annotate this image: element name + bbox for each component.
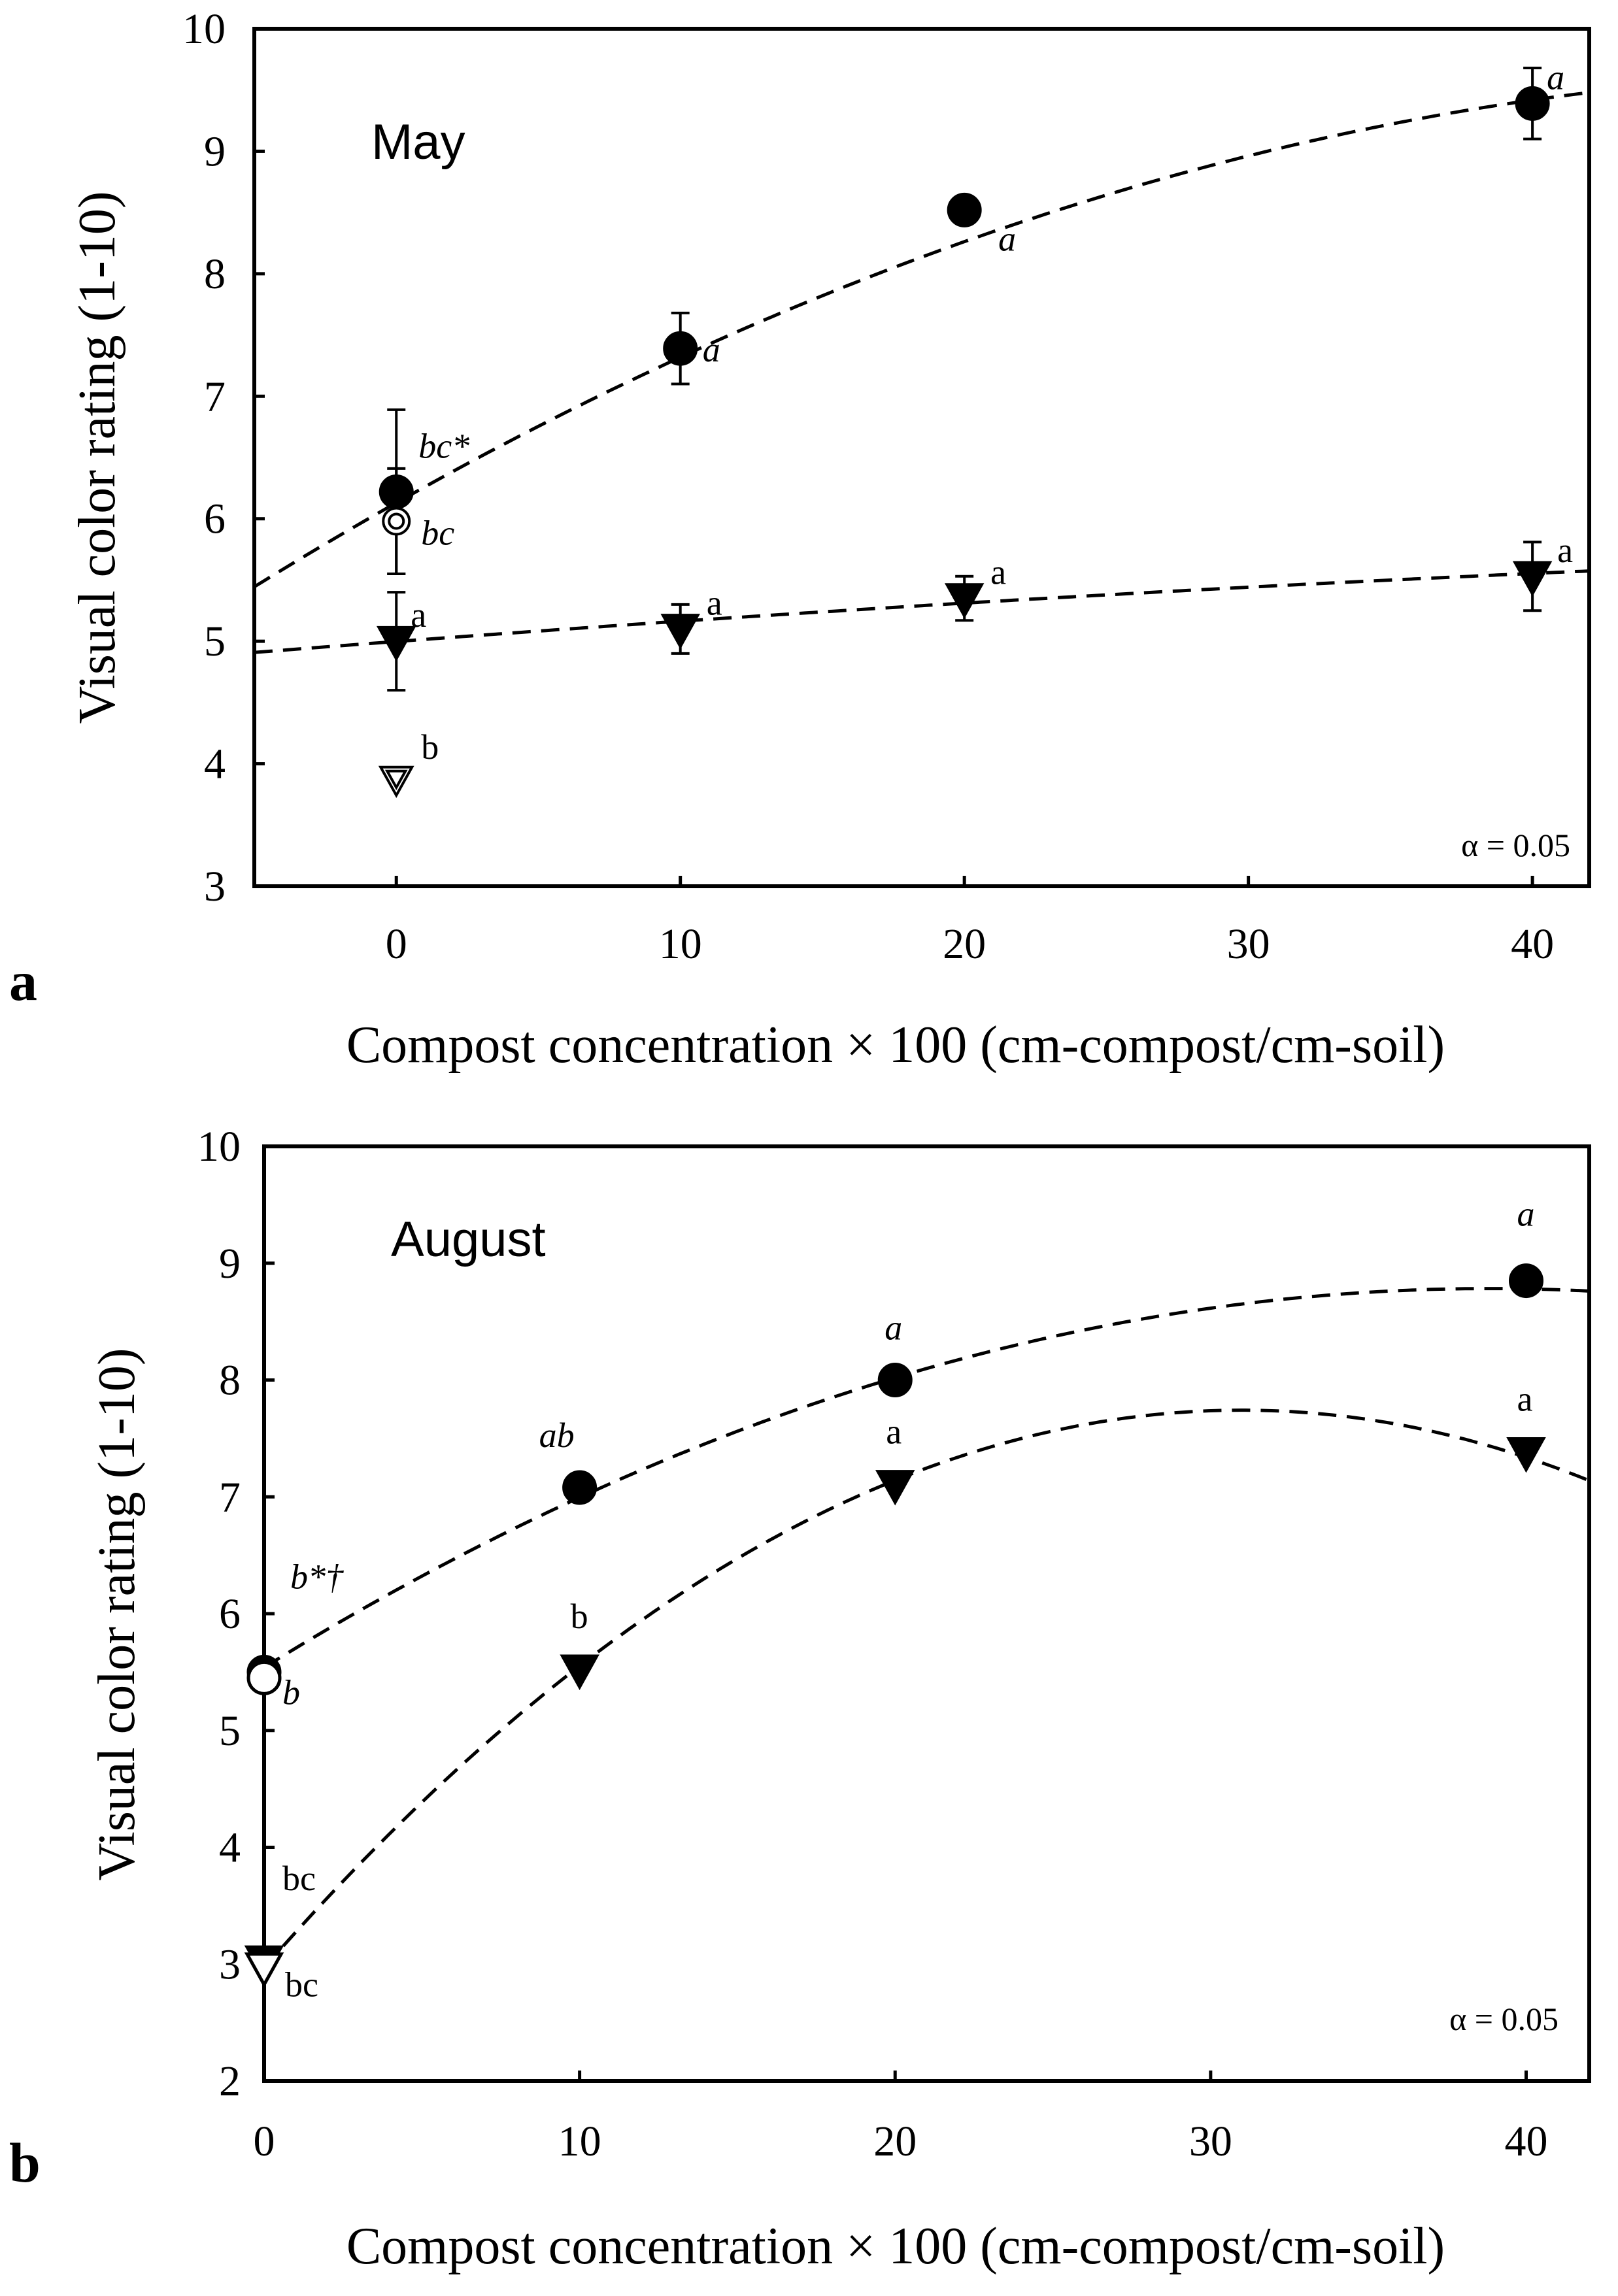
significance-label: a bbox=[1547, 58, 1564, 97]
y-tick-label: 5 bbox=[219, 1707, 241, 1755]
data-point-triangle-filled bbox=[376, 625, 416, 662]
x-tick-label: 0 bbox=[386, 920, 407, 968]
panel-a-frame bbox=[252, 27, 1591, 888]
x-tick-label: 20 bbox=[943, 920, 986, 968]
y-tick-label: 5 bbox=[204, 618, 226, 665]
y-tick-label: 8 bbox=[219, 1357, 241, 1405]
y-tick-label: 3 bbox=[219, 1940, 241, 1988]
data-point-inner-triangle bbox=[384, 769, 408, 791]
trend-line-circle-filled bbox=[253, 91, 1590, 588]
significance-label: a bbox=[998, 219, 1016, 258]
data-point-inner-ring bbox=[388, 512, 405, 530]
data-point-circle-open bbox=[246, 1660, 282, 1695]
panel-a-alpha-label: α = 0.05 bbox=[1461, 827, 1570, 863]
data-point-circle-filled bbox=[562, 1470, 598, 1505]
y-tick-label: 4 bbox=[219, 1824, 241, 1872]
significance-label: b*† bbox=[290, 1557, 344, 1596]
y-tick-label: 7 bbox=[219, 1473, 241, 1521]
panel-b-august: b August α = 0.05 Compost concentration … bbox=[9, 1123, 1591, 2275]
trend-line-triangle-filled bbox=[254, 569, 1590, 654]
panel-a-ticks: 0 10 20 30 40 3 4 5 6 7 8 9 10 bbox=[182, 5, 1554, 968]
x-tick-label: 20 bbox=[873, 2118, 917, 2165]
data-point-circle-filled bbox=[663, 331, 698, 366]
trend-line-circle-filled bbox=[263, 1287, 1590, 1669]
significance-label: a bbox=[1557, 531, 1573, 570]
significance-label: a bbox=[707, 583, 722, 622]
significance-label: a bbox=[1517, 1195, 1534, 1234]
x-tick-label: 10 bbox=[558, 2118, 601, 2165]
y-tick-label: 10 bbox=[197, 1123, 241, 1171]
significance-label: a bbox=[1517, 1379, 1532, 1418]
x-tick-label: 10 bbox=[659, 920, 702, 968]
y-tick-label: 9 bbox=[204, 127, 226, 175]
panel-b-trend-lines bbox=[263, 1287, 1590, 1969]
y-tick-label: 7 bbox=[204, 373, 226, 420]
significance-label: a bbox=[990, 553, 1006, 592]
significance-label: ab bbox=[539, 1416, 575, 1455]
data-point-circle-filled bbox=[1508, 1263, 1543, 1299]
data-point-triangle-filled bbox=[1512, 561, 1553, 597]
significance-label: a bbox=[885, 1308, 902, 1348]
significance-label: a bbox=[703, 330, 720, 369]
significance-label: a bbox=[886, 1412, 902, 1451]
data-point-triangle-filled bbox=[875, 1470, 915, 1506]
panel-b-y-axis-title: Visual color rating (1-10) bbox=[88, 1348, 146, 1881]
panel-b-x-axis-title: Compost concentration × 100 (cm-compost/… bbox=[346, 2218, 1445, 2275]
x-tick-label: 0 bbox=[254, 2118, 275, 2165]
y-tick-label: 6 bbox=[219, 1590, 241, 1638]
data-point-triangle-filled bbox=[944, 583, 985, 619]
panel-a-x-axis-title: Compost concentration × 100 (cm-compost/… bbox=[346, 1016, 1445, 1074]
data-point-circle-open bbox=[382, 507, 411, 536]
data-point-circle-filled bbox=[1515, 86, 1550, 121]
y-tick-label: 6 bbox=[204, 495, 226, 543]
y-tick-label: 4 bbox=[204, 740, 226, 788]
data-point-circle-filled bbox=[877, 1363, 913, 1397]
x-tick-label: 40 bbox=[1504, 2118, 1547, 2165]
significance-label: bc bbox=[285, 1965, 318, 2005]
panel-a-y-axis-title: Visual color rating (1-10) bbox=[69, 191, 126, 724]
panel-a-trend-lines bbox=[253, 91, 1590, 654]
x-tick-label: 40 bbox=[1511, 920, 1554, 968]
panel-b-ticks: 0 10 20 30 40 2 3 4 5 6 7 8 9 10 bbox=[197, 1123, 1547, 2165]
panel-b-letter: b bbox=[9, 2131, 41, 2194]
panel-a-data-marks: bc* a a a bc a a a a b bbox=[376, 58, 1573, 799]
significance-label: bc bbox=[282, 1859, 316, 1898]
y-tick-label: 3 bbox=[204, 863, 226, 910]
y-tick-label: 9 bbox=[219, 1240, 241, 1288]
y-tick-label: 8 bbox=[204, 250, 226, 298]
panel-b-frame bbox=[262, 1144, 1591, 2083]
data-point-triangle-filled bbox=[1506, 1437, 1546, 1473]
panel-a-may: a May α = 0.05 Compost concentration × 1… bbox=[9, 5, 1591, 1074]
panel-b-alpha-label: α = 0.05 bbox=[1449, 2001, 1559, 2037]
x-tick-label: 30 bbox=[1189, 2118, 1232, 2165]
trend-line-triangle-filled bbox=[263, 1408, 1590, 1969]
x-tick-label: 30 bbox=[1227, 920, 1270, 968]
data-point-triangle-filled bbox=[560, 1654, 599, 1690]
data-point-triangle-filled bbox=[660, 614, 700, 650]
significance-label: a bbox=[411, 595, 426, 635]
significance-label: b bbox=[421, 727, 439, 767]
y-tick-label: 10 bbox=[182, 5, 226, 53]
data-point-triangle-open bbox=[244, 1952, 284, 1988]
significance-label: bc bbox=[421, 513, 454, 552]
panel-b-month-label: August bbox=[391, 1212, 546, 1267]
significance-label: b bbox=[571, 1597, 588, 1636]
data-point-circle-filled bbox=[947, 192, 982, 227]
significance-label: bc* bbox=[418, 426, 469, 465]
significance-label: b bbox=[282, 1672, 300, 1712]
y-tick-label: 2 bbox=[219, 2057, 241, 2105]
panel-a-letter: a bbox=[9, 950, 37, 1012]
panel-a-month-label: May bbox=[371, 114, 465, 170]
